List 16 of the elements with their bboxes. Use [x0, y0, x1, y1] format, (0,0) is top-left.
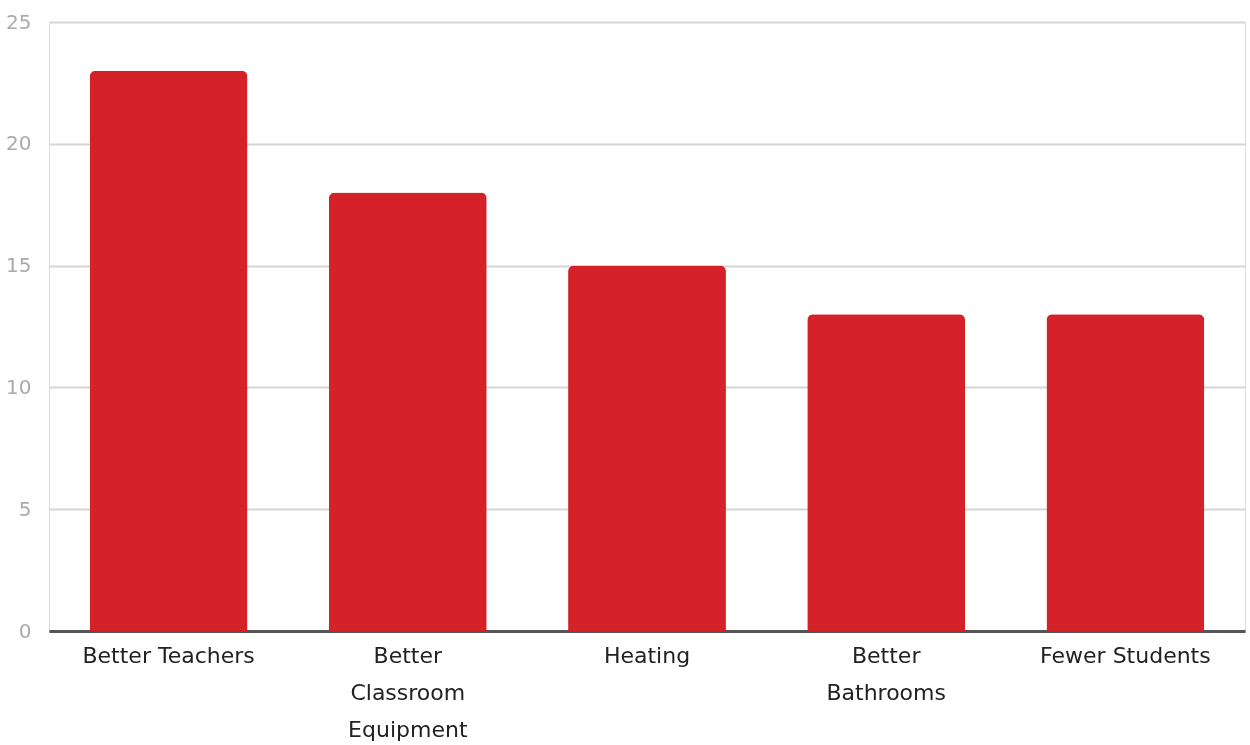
y-tick-label: 20: [6, 131, 32, 156]
y-tick-label: 15: [6, 253, 32, 278]
x-tick-label: Heating: [603, 642, 691, 668]
bar: [807, 314, 966, 631]
bar: [1046, 314, 1205, 631]
x-tick-label: Better Teachers: [82, 642, 255, 668]
y-tick-label: 10: [6, 374, 32, 399]
x-tick-label: Fewer Students: [1040, 642, 1211, 668]
x-tick-label: Better Bathrooms: [826, 642, 946, 705]
y-tick-label: 5: [18, 496, 32, 521]
bar: [568, 265, 726, 631]
x-tick-label: Better Classroom Equipment: [348, 642, 468, 742]
bar: [89, 70, 248, 631]
bar: [328, 192, 487, 631]
y-tick-label: 25: [6, 9, 32, 34]
y-tick-label: 0: [18, 618, 32, 643]
